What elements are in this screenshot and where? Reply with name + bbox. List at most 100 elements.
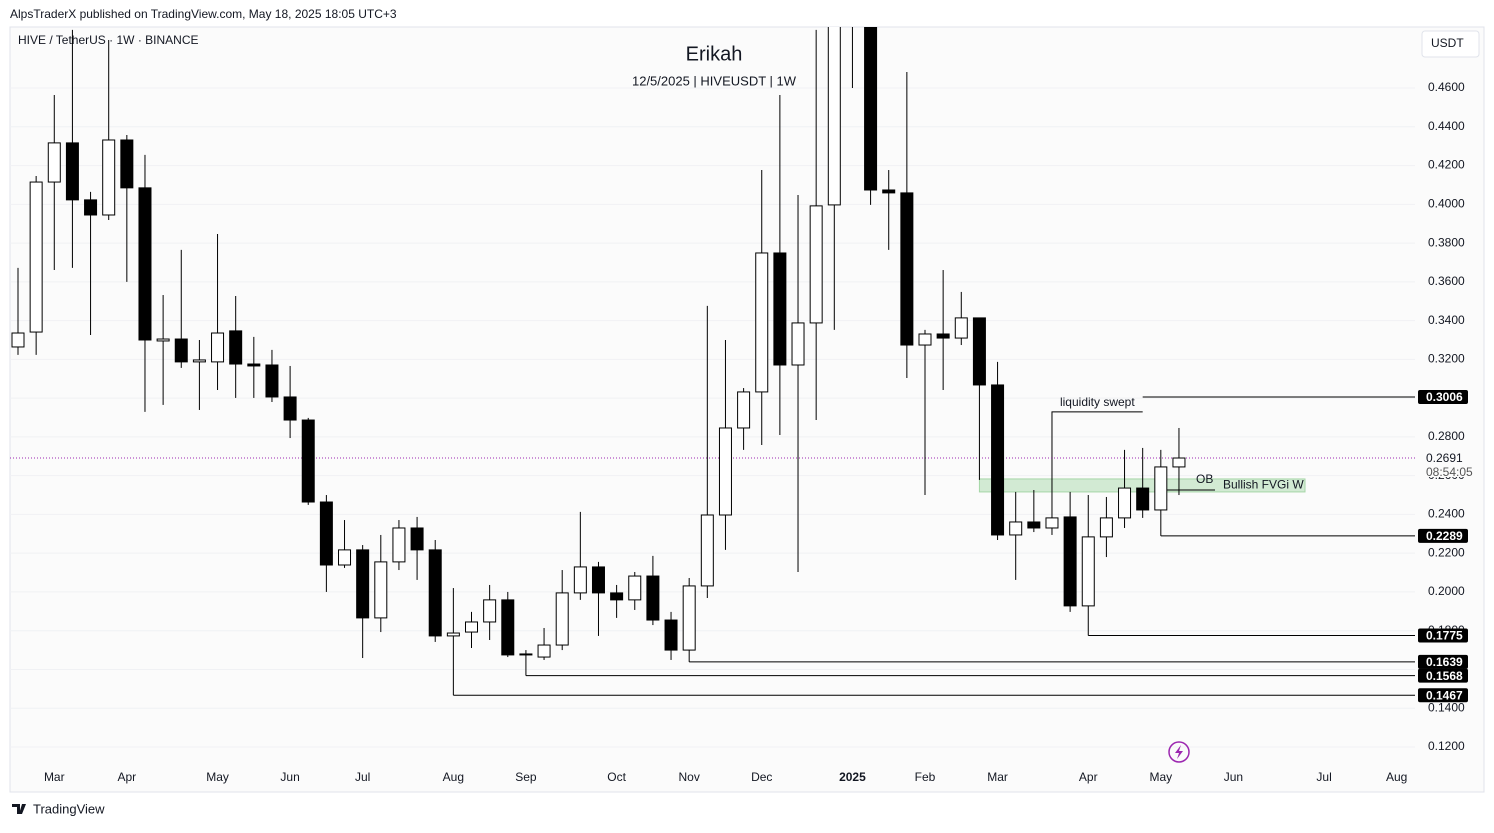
candle-body: [1009, 521, 1023, 536]
candle-body: [682, 585, 696, 651]
candle-body: [918, 333, 932, 346]
candle-body: [882, 189, 896, 194]
candle-body: [700, 514, 714, 587]
candle-body: [319, 501, 333, 566]
x-tick-label: Aug: [443, 770, 464, 784]
x-tick-label: Aug: [1386, 770, 1407, 784]
candle-body: [555, 592, 569, 646]
candle-body: [120, 139, 134, 189]
candle-body: [65, 142, 79, 201]
zone-label: Bullish FVGi W: [1223, 478, 1304, 492]
candle-body: [374, 561, 388, 619]
y-tick-label: 0.3600: [1428, 274, 1465, 288]
level-tag: [1418, 628, 1468, 643]
x-tick-label: May: [206, 770, 229, 784]
candle-body: [1081, 536, 1095, 607]
currency: USDT: [1431, 36, 1464, 50]
y-tick-label: 0.3200: [1428, 352, 1465, 366]
sweep-line: [1051, 411, 1143, 490]
y-tick-label: 0.4000: [1428, 197, 1465, 211]
y-tick-label: 0.2400: [1428, 507, 1465, 521]
level-tag: [1418, 528, 1468, 543]
candle-body: [791, 322, 805, 366]
candle-body: [211, 332, 225, 363]
candle-body: [301, 419, 315, 503]
ob-label: OB: [1196, 472, 1213, 486]
brand-logo: [12, 804, 27, 814]
level-tag-label: 0.1568: [1426, 669, 1463, 683]
candle-body: [900, 192, 914, 346]
chart-title: Erikah: [686, 43, 743, 65]
level-tag-label: 0.1775: [1426, 629, 1463, 643]
candle-body: [483, 599, 497, 623]
y-tick-label: 0.4400: [1428, 119, 1465, 133]
alert-icon[interactable]: [1168, 741, 1190, 763]
level-tag: [1418, 668, 1468, 683]
x-tick-label: Mar: [987, 770, 1008, 784]
y-tick-label: 0.4600: [1428, 80, 1465, 94]
x-tick-label: Apr: [1079, 770, 1098, 784]
y-tick-label: 0.2800: [1428, 429, 1465, 443]
x-tick-label: Jun: [1224, 770, 1243, 784]
x-tick-label: Oct: [607, 770, 626, 784]
chart-subtitle: 12/5/2025 | HIVEUSDT | 1W: [632, 73, 797, 88]
brand: TradingView: [33, 801, 105, 816]
candle-body: [283, 396, 297, 421]
candle-body: [11, 332, 25, 348]
candle-body: [1045, 517, 1059, 529]
y-tick-label: 0.4200: [1428, 158, 1465, 172]
candle-body: [29, 181, 43, 333]
candle-body: [1118, 487, 1132, 519]
candle-body: [664, 619, 678, 651]
candle-body: [991, 384, 1005, 536]
candle-body: [265, 364, 279, 398]
candle-body: [537, 644, 551, 658]
last-price-tag: [1418, 451, 1468, 478]
x-tick-label: Nov: [679, 770, 700, 784]
candle-body: [628, 575, 642, 601]
countdown: 08:54:05: [1426, 465, 1473, 479]
candle-body: [47, 142, 61, 183]
x-tick-label: Mar: [44, 770, 65, 784]
candle-body: [972, 317, 986, 386]
candle-body: [864, 27, 878, 191]
candle-body: [247, 363, 261, 367]
candle-body: [827, 27, 841, 206]
y-tick-label: 0.1400: [1428, 700, 1465, 714]
candle-body: [446, 632, 460, 637]
candle-body: [392, 527, 406, 563]
candle-body: [1172, 457, 1186, 468]
x-tick-label: Jul: [1316, 770, 1331, 784]
x-tick-label: Feb: [915, 770, 936, 784]
x-tick-label: Sep: [515, 770, 537, 784]
candle-body: [174, 338, 188, 363]
candle-body: [356, 549, 370, 619]
candle-body: [1099, 517, 1113, 538]
published-note: AlpsTraderX published on TradingView.com…: [10, 7, 397, 21]
y-tick-label: 0.3800: [1428, 235, 1465, 249]
candle-body: [465, 621, 478, 633]
candle-body: [229, 330, 243, 365]
candle-body: [519, 653, 533, 656]
candle-body: [646, 575, 660, 621]
currency-box[interactable]: [1421, 30, 1480, 58]
y-tick-label: 0.3400: [1428, 313, 1465, 327]
last-price-label: 0.2691: [1426, 451, 1463, 465]
level-tag-label: 0.3006: [1426, 390, 1463, 404]
candle-body: [809, 205, 823, 324]
level-tag: [1418, 688, 1468, 703]
candle-body: [591, 566, 605, 594]
level-tag-label: 0.1639: [1426, 655, 1463, 669]
candle-body: [410, 527, 424, 551]
y-tick-label: 0.2200: [1428, 545, 1465, 559]
y-tick-label: 0.2000: [1428, 584, 1465, 598]
plot: [10, 27, 1415, 748]
candle-body: [428, 549, 442, 637]
candle-body: [718, 427, 732, 516]
sweep-label: liquidity swept: [1060, 395, 1135, 409]
y-tick-label: 0.1200: [1428, 739, 1465, 753]
alert-bolt: [1175, 745, 1183, 759]
candle-body: [338, 549, 352, 566]
x-tick-label: Dec: [751, 770, 772, 784]
